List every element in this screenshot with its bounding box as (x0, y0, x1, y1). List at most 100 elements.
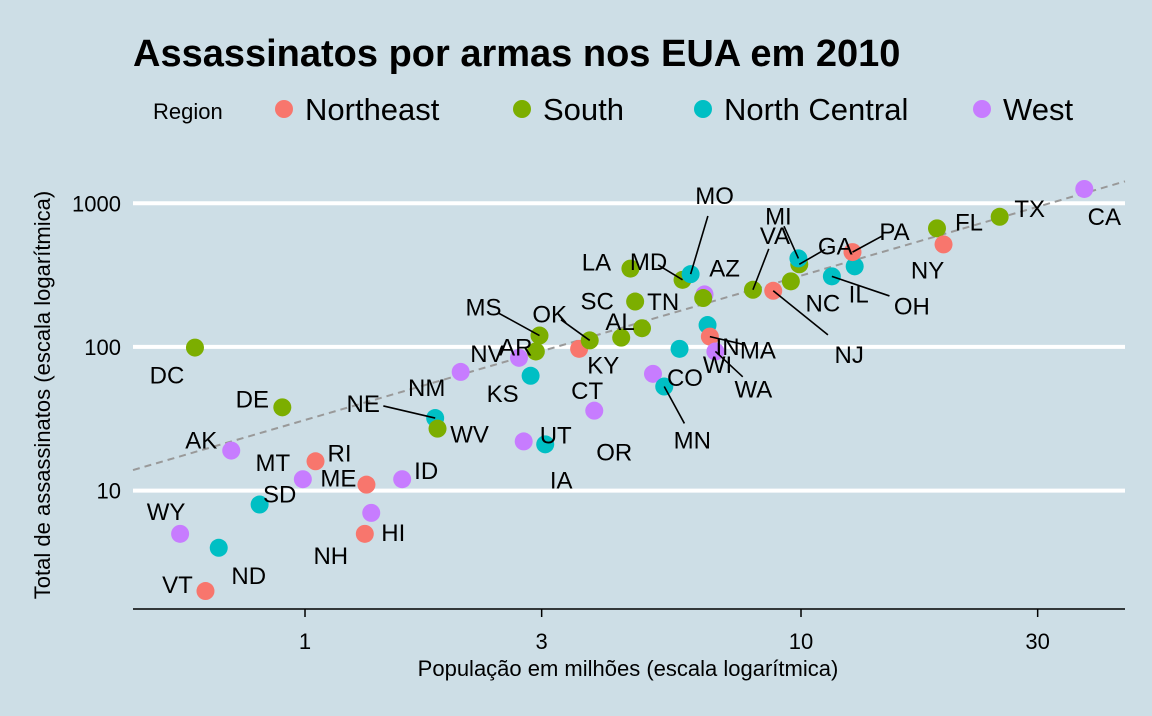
leader-line-ok (560, 319, 591, 342)
data-points (171, 179, 1094, 601)
data-point-co (643, 364, 662, 383)
data-point-al (633, 319, 652, 338)
point-label-ny: NY (911, 257, 944, 284)
x-tick-label-10: 10 (789, 629, 813, 654)
x-tick-label-1: 1 (299, 629, 311, 654)
data-point-nc (781, 272, 800, 291)
point-label-mt: MT (256, 450, 291, 477)
grid-lines: 10 100 1000 (72, 191, 1125, 504)
data-point-hi (362, 503, 381, 522)
legend-label-north-central: North Central (724, 92, 908, 127)
chart-title: Assassinatos por armas nos EUA em 2010 (133, 33, 900, 75)
point-label-or: OR (596, 440, 632, 467)
legend: Northeast South North Central West (275, 92, 1073, 127)
point-label-oh: OH (894, 293, 930, 320)
y-tick-label-10: 10 (97, 479, 121, 504)
y-tick-label-100: 100 (84, 335, 121, 360)
data-point-wv (428, 419, 447, 438)
point-label-mn: MN (674, 428, 711, 455)
legend-label-northeast: Northeast (305, 92, 440, 127)
data-point-nv (509, 348, 528, 367)
data-point-dc (185, 338, 204, 357)
x-tick-label-30: 30 (1025, 629, 1049, 654)
point-label-nj: NJ (835, 342, 864, 369)
data-point-nm (451, 362, 470, 381)
point-label-hi: HI (381, 520, 405, 547)
point-label-ks: KS (487, 381, 519, 408)
point-label-nv: NV (470, 341, 503, 368)
data-point-ak (222, 441, 241, 460)
data-point-ks (521, 366, 540, 385)
data-point-ar (526, 342, 545, 361)
point-label-wy: WY (147, 499, 186, 526)
point-label-pa: PA (879, 219, 909, 246)
legend-label-west: West (1003, 92, 1073, 127)
point-label-de: DE (236, 386, 269, 413)
data-point-nd (209, 538, 228, 557)
point-label-tn: TN (647, 289, 679, 316)
leader-line-oh (831, 275, 890, 297)
data-point-fl (927, 219, 946, 238)
data-point-nh (355, 524, 374, 543)
leader-line-wa (714, 350, 744, 378)
x-axis-label: População em milhões (escala logarítmica… (418, 656, 839, 681)
point-label-nc: NC (806, 290, 841, 317)
point-label-tx: TX (1014, 196, 1045, 223)
leader-line-va (752, 248, 770, 291)
point-label-co: CO (667, 365, 703, 392)
point-labels: ALAKAZARCACOCTDEDCFLGAHIIDILINIAKSKYLAME… (147, 183, 1121, 599)
legend-key-west (973, 100, 991, 118)
x-tick-label-3: 3 (536, 629, 548, 654)
y-axis-label: Total de assassinatos (escala logarítmic… (30, 191, 55, 599)
data-point-vt (196, 582, 215, 601)
point-label-ma: MA (740, 338, 776, 365)
y-tick-label-1000: 1000 (72, 191, 121, 216)
leader-line-ms (498, 312, 540, 337)
data-point-la (621, 259, 640, 278)
data-point-ny (934, 235, 953, 254)
point-label-ne: NE (347, 391, 380, 418)
leader-line-mi (783, 225, 800, 259)
leader-line-ne (383, 405, 436, 419)
x-axis-ticks: 1 3 10 30 (299, 609, 1050, 654)
data-point-ky (612, 328, 631, 347)
legend-key-south (513, 100, 531, 118)
point-label-mo: MO (695, 183, 734, 210)
legend-label-south: South (543, 92, 624, 127)
point-label-al: AL (605, 309, 634, 336)
point-label-sc: SC (580, 289, 613, 316)
point-label-az: AZ (709, 255, 740, 282)
data-point-mt (293, 470, 312, 489)
leader-line-mo (689, 215, 709, 275)
point-label-ga: GA (818, 233, 853, 260)
point-label-ky: KY (587, 353, 619, 380)
reference-line-group (132, 180, 1126, 472)
point-label-ct: CT (571, 378, 603, 405)
point-label-vt: VT (162, 572, 193, 599)
point-label-ut: UT (540, 422, 572, 449)
point-label-mi: MI (765, 203, 792, 230)
data-point-tn (694, 289, 713, 308)
data-point-tx (990, 207, 1009, 226)
point-label-sd: SD (263, 482, 296, 509)
point-label-wi: WI (703, 352, 732, 379)
legend-key-northeast (275, 100, 293, 118)
point-label-wv: WV (450, 422, 489, 449)
data-point-ca (1075, 179, 1094, 198)
data-point-id (393, 470, 412, 489)
point-label-ok: OK (532, 301, 567, 328)
point-label-md: MD (630, 249, 667, 276)
data-point-or (585, 401, 604, 420)
data-point-sd (250, 495, 269, 514)
point-label-ms: MS (465, 295, 501, 322)
point-label-nd: ND (231, 563, 266, 590)
point-label-va: VA (760, 223, 790, 250)
point-label-ia: IA (550, 467, 573, 494)
data-point-ia (536, 435, 555, 454)
legend-key-north-central (694, 100, 712, 118)
leader-line-ga (798, 248, 826, 265)
point-label-id: ID (414, 458, 438, 485)
leader-line-nj (772, 290, 829, 336)
point-label-me: ME (320, 466, 356, 493)
